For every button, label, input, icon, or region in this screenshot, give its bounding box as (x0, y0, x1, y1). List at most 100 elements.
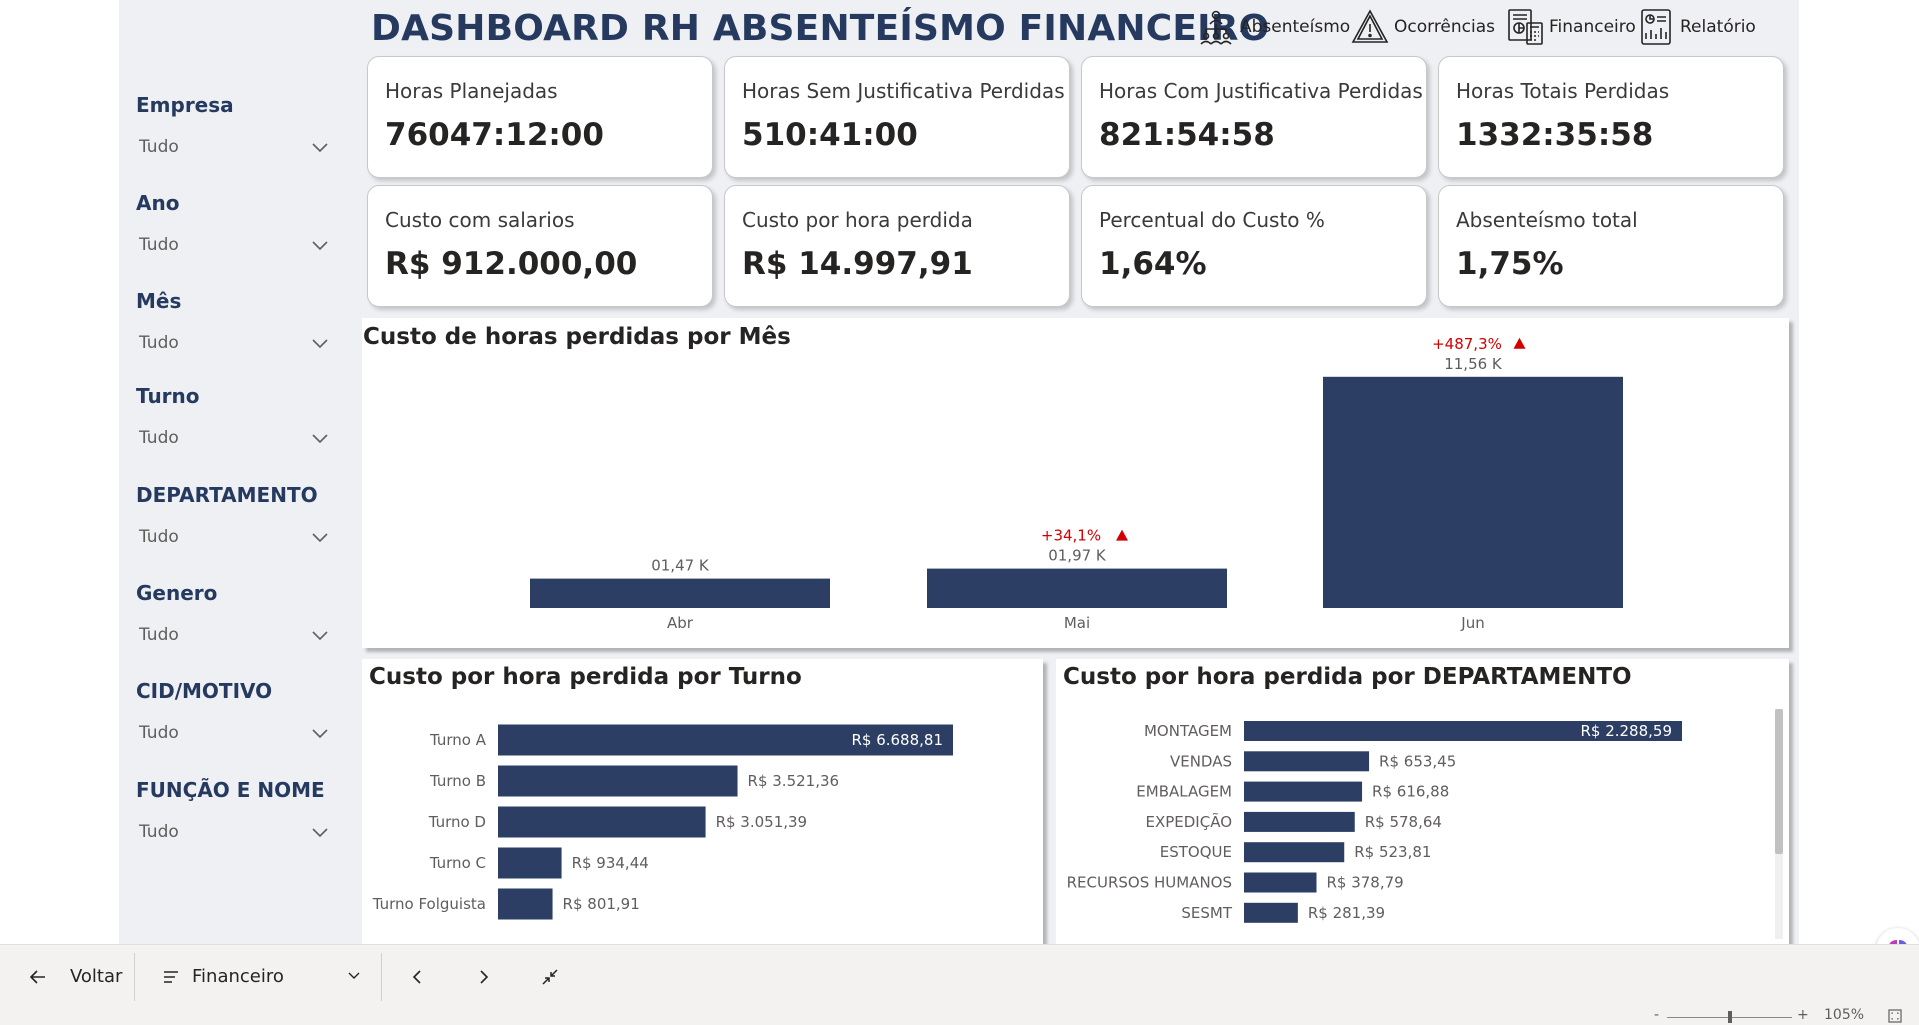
chart-panel-turno: Custo por hora perdida por Turno Turno A… (362, 659, 1043, 944)
bar (1244, 872, 1317, 893)
chevron-down-icon (312, 241, 328, 251)
bar (498, 847, 562, 879)
filter-dropdown-funcao-nome[interactable]: Tudo (136, 816, 336, 848)
change-label: +34,1% (1041, 527, 1101, 545)
exit-fullscreen-button[interactable] (540, 945, 560, 1008)
data-label: R$ 378,79 (1326, 874, 1403, 892)
data-label: R$ 6.688,81 (851, 731, 943, 749)
fit-to-page-icon[interactable] (1888, 1009, 1902, 1023)
kpi-card-percentual-custo: Percentual do Custo % 1,64% (1081, 185, 1427, 307)
chart-panel-departamento: Custo por hora perdida por DEPARTAMENTO … (1056, 659, 1789, 944)
filter-value: Tudo (139, 822, 179, 842)
chart-month-svg: 01,47 K Abr 01,97 K +34,1% Mai 11,56 K +487,3%… (530, 335, 1623, 632)
category-label: Turno Folguista (372, 895, 486, 913)
change-up-arrow-icon (1513, 337, 1526, 349)
filter-value: Tudo (139, 235, 179, 255)
filter-value: Tudo (139, 333, 179, 353)
page-title: DASHBOARD RH ABSENTEÍSMO FINANCEIRO (371, 8, 1270, 49)
data-label: R$ 653,45 (1379, 752, 1456, 770)
filter-value: Tudo (139, 723, 179, 743)
kpi-card-custo-hora-perdida: Custo por hora perdida R$ 14.997,91 (724, 185, 1070, 307)
bar (498, 888, 553, 920)
chevron-down-icon (312, 631, 328, 641)
data-label: R$ 281,39 (1308, 904, 1385, 922)
finance-calculator-icon (1508, 9, 1543, 45)
filter-dropdown-mes[interactable]: Tudo (136, 327, 336, 359)
filter-dropdown-ano[interactable]: Tudo (136, 229, 336, 261)
filter-dropdown-cid-motivo[interactable]: Tudo (136, 717, 336, 749)
kpi-label: Percentual do Custo % (1099, 208, 1325, 232)
zoom-slider[interactable] (1667, 1011, 1792, 1023)
nav-button-ocorrencias[interactable]: Ocorrências (1350, 4, 1495, 50)
nav-button-financeiro[interactable]: Financeiro (1505, 4, 1636, 50)
chart-turno-svg: Turno A R$ 6.688,81 Turno B R$ 3.521,36 Turn… (372, 724, 953, 920)
filter-label-mes: Mês (136, 289, 182, 313)
change-up-arrow-icon (1116, 529, 1128, 541)
next-page-button[interactable] (474, 945, 494, 1008)
category-label: Turno C (429, 854, 486, 872)
kpi-value: 76047:12:00 (385, 117, 604, 153)
list-icon (164, 970, 178, 983)
zoom-out-button[interactable]: - (1654, 1007, 1660, 1023)
chevron-down-icon (312, 143, 328, 153)
category-label: EXPEDIÇÃO (1145, 812, 1232, 831)
category-label: Turno D (428, 813, 486, 831)
page-selector-label: Financeiro (192, 966, 284, 987)
category-label: ESTOQUE (1160, 843, 1232, 861)
chevron-left-icon (412, 969, 421, 984)
bar (927, 568, 1227, 608)
nav-button-absenteismo[interactable]: Absenteísmo (1196, 4, 1350, 50)
kpi-card-absenteismo-total: Absenteísmo total 1,75% (1438, 185, 1784, 307)
bar (1244, 781, 1363, 802)
chart-title: Custo por hora perdida por DEPARTAMENTO (1063, 664, 1632, 690)
chart-title: Custo por hora perdida por Turno (369, 664, 802, 690)
filter-label-genero: Genero (136, 581, 218, 605)
filter-label-funcao-nome: FUNÇÃO E NOME (136, 778, 325, 802)
kpi-card-horas-planejadas: Horas Planejadas 76047:12:00 (367, 56, 713, 178)
data-label: R$ 934,44 (572, 854, 649, 872)
filter-dropdown-genero[interactable]: Tudo (136, 619, 336, 651)
filter-label-cid-motivo: CID/MOTIVO (136, 679, 273, 703)
filter-value: Tudo (139, 428, 179, 448)
kpi-value: R$ 912.000,00 (385, 246, 638, 282)
kpi-label: Horas Sem Justificativa Perdidas (742, 79, 1065, 103)
bar (498, 806, 706, 838)
nav-label: Ocorrências (1394, 17, 1496, 37)
kpi-value: 1,75% (1456, 246, 1564, 282)
filter-dropdown-departamento[interactable]: Tudo (136, 521, 336, 553)
back-button[interactable]: Voltar (28, 945, 122, 1008)
data-label: R$ 2.288,59 (1580, 722, 1672, 740)
arrow-left-icon (29, 969, 45, 984)
data-label: 01,97 K (1048, 547, 1107, 565)
zoom-slider-thumb[interactable] (1728, 1011, 1732, 1023)
zoom-level: 105% (1824, 1007, 1865, 1023)
category-label: VENDAS (1170, 752, 1232, 770)
bar (1244, 751, 1370, 772)
kpi-value: 821:54:58 (1099, 117, 1275, 153)
scrollbar-thumb[interactable] (1775, 709, 1783, 854)
kpi-label: Horas Com Justificativa Perdidas (1099, 79, 1423, 103)
chart-title: Custo de horas perdidas por Mês (363, 324, 791, 350)
category-label: Turno B (429, 772, 486, 790)
kpi-label: Absenteísmo total (1456, 208, 1638, 232)
kpi-label: Custo por hora perdida (742, 208, 973, 232)
filter-dropdown-turno[interactable]: Tudo (136, 422, 336, 454)
data-label: R$ 616,88 (1372, 783, 1449, 801)
chevron-down-icon (312, 729, 328, 739)
page-selector[interactable]: Financeiro (162, 945, 362, 1008)
bar (1323, 376, 1623, 608)
team-hierarchy-icon (1200, 10, 1232, 45)
kpi-label: Horas Totais Perdidas (1456, 79, 1670, 103)
data-label: 01,47 K (651, 557, 710, 575)
bar (498, 765, 738, 797)
change-label: +487,3% (1432, 335, 1502, 353)
x-tick-label: Mai (1064, 614, 1090, 632)
scrollbar-track[interactable] (1775, 709, 1783, 939)
filter-dropdown-empresa[interactable]: Tudo (136, 131, 336, 163)
bar (498, 724, 953, 756)
previous-page-button[interactable] (407, 945, 427, 1008)
bar (1244, 721, 1682, 741)
chevron-down-icon (312, 828, 328, 838)
zoom-in-button[interactable]: + (1797, 1007, 1809, 1023)
nav-button-relatorio[interactable]: Relatório (1636, 4, 1756, 50)
